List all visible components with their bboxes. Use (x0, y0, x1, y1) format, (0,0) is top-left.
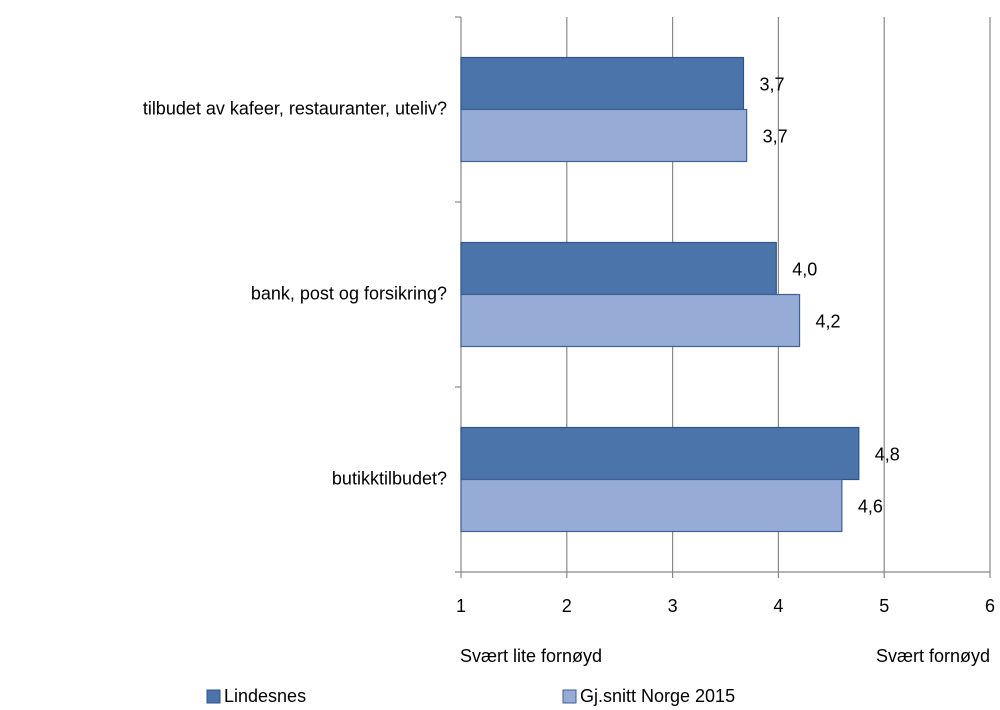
bar (460, 426, 860, 481)
data-label: 4,2 (816, 311, 841, 331)
x-tick-label: 2 (562, 596, 572, 616)
legend-label: Lindesnes (224, 686, 306, 706)
x-tick-label: 1 (456, 596, 466, 616)
bar (460, 56, 745, 111)
data-label: 4,0 (792, 259, 817, 279)
annotation: Svært lite fornøyd (460, 646, 602, 666)
bar (460, 293, 801, 348)
annotation: Svært fornøyd (876, 646, 990, 666)
bar (460, 108, 748, 163)
data-label: 4,6 (858, 496, 883, 516)
legend-swatch (206, 689, 221, 704)
bar (460, 478, 843, 533)
x-tick-label: 5 (879, 596, 889, 616)
y-tick-label: butikktilbudet? (332, 468, 447, 488)
data-label: 3,7 (759, 74, 784, 94)
data-label: 4,8 (875, 444, 900, 464)
data-label: 3,7 (763, 126, 788, 146)
bar (460, 241, 777, 296)
x-tick-label: 4 (773, 596, 783, 616)
y-tick-label: bank, post og forsikring? (251, 283, 447, 303)
y-tick-label: tilbudet av kafeer, restauranter, uteliv… (143, 98, 447, 118)
legend-label: Gj.snitt Norge 2015 (580, 686, 735, 706)
legend-swatch (562, 689, 577, 704)
x-tick-label: 6 (985, 596, 995, 616)
x-tick-label: 3 (668, 596, 678, 616)
